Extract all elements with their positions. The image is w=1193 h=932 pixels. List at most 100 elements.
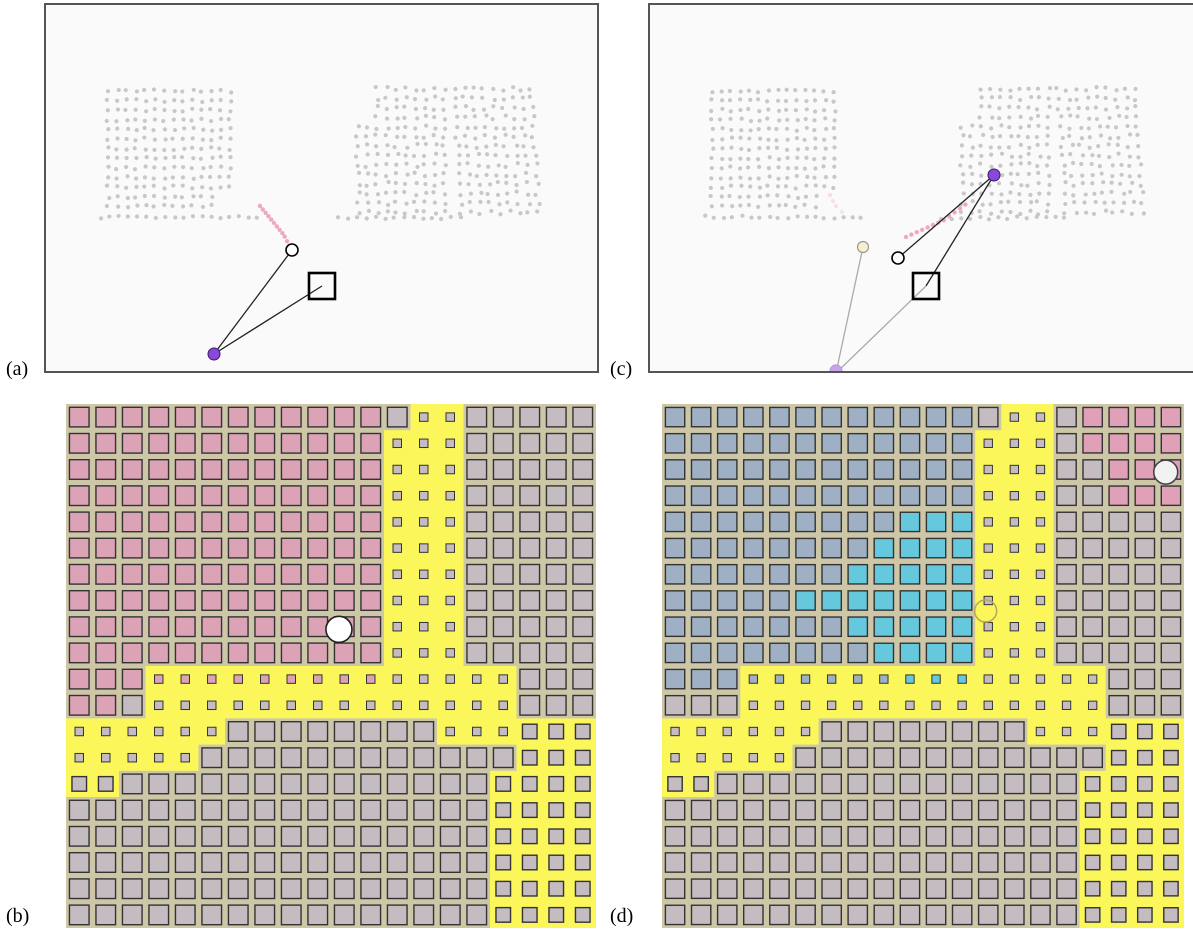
grid-cell[interactable] <box>201 537 223 559</box>
grid-cell[interactable] <box>1110 749 1127 766</box>
grid-cell[interactable] <box>795 616 816 638</box>
grid-cell[interactable] <box>1035 569 1046 579</box>
grid-cell[interactable] <box>492 537 514 559</box>
grid-cell[interactable] <box>360 773 382 795</box>
grid-cell[interactable] <box>769 537 790 559</box>
grid-cell[interactable] <box>148 851 170 874</box>
grid-cell[interactable] <box>439 773 461 795</box>
grid-cell[interactable] <box>307 642 329 664</box>
grid-cell[interactable] <box>716 825 738 847</box>
grid-cell[interactable] <box>1009 464 1020 475</box>
grid-cell[interactable] <box>951 904 973 926</box>
grid-cell[interactable] <box>1035 491 1046 501</box>
grid-cell[interactable] <box>899 511 921 533</box>
grid-cell[interactable] <box>68 563 90 585</box>
grid-cell[interactable] <box>148 878 170 900</box>
grid-cell[interactable] <box>68 589 90 612</box>
grid-cell[interactable] <box>795 432 816 454</box>
grid-cell[interactable] <box>742 590 764 611</box>
grid-cell[interactable] <box>174 432 196 454</box>
grid-cell[interactable] <box>1056 616 1077 638</box>
grid-cell[interactable] <box>392 648 402 658</box>
grid-cell[interactable] <box>664 459 686 480</box>
grid-cell[interactable] <box>413 878 435 900</box>
grid-cell[interactable] <box>466 825 488 847</box>
grid-cell[interactable] <box>847 852 869 873</box>
grid-cell[interactable] <box>254 458 276 481</box>
grid-cell[interactable] <box>951 721 973 742</box>
grid-cell[interactable] <box>307 878 329 900</box>
grid-cell[interactable] <box>174 511 196 533</box>
grid-cell[interactable] <box>1136 749 1153 766</box>
grid-cell[interactable] <box>1009 543 1020 553</box>
grid-cell[interactable] <box>492 589 514 612</box>
grid-cell[interactable] <box>899 616 921 638</box>
grid-cell[interactable] <box>419 543 429 553</box>
grid-cell[interactable] <box>690 852 712 873</box>
grid-cell[interactable] <box>742 642 764 664</box>
grid-cell[interactable] <box>769 642 790 664</box>
grid-cell[interactable] <box>1082 432 1104 454</box>
grid-cell[interactable] <box>742 563 764 585</box>
grid-cell[interactable] <box>548 775 565 792</box>
grid-cell[interactable] <box>1087 700 1098 710</box>
grid-cell[interactable] <box>445 621 455 632</box>
grid-cell[interactable] <box>795 878 816 900</box>
grid-cell[interactable] <box>983 491 993 501</box>
grid-cell[interactable] <box>1110 907 1127 923</box>
grid-cell[interactable] <box>1056 432 1077 454</box>
grid-cell[interactable] <box>95 563 117 585</box>
grid-cell[interactable] <box>951 590 973 611</box>
grid-cell[interactable] <box>983 543 993 553</box>
grid-cell[interactable] <box>121 694 143 716</box>
grid-cell[interactable] <box>548 802 565 819</box>
grid-cell[interactable] <box>95 878 117 900</box>
grid-cell[interactable] <box>873 642 895 664</box>
grid-cell[interactable] <box>280 485 302 507</box>
grid-cell[interactable] <box>664 799 686 821</box>
grid-cell[interactable] <box>280 720 302 743</box>
purple-dot-icon[interactable] <box>207 347 221 361</box>
grid-cell[interactable] <box>1009 438 1020 448</box>
grid-cell[interactable] <box>1009 700 1020 710</box>
grid-cell[interactable] <box>260 700 270 711</box>
grid-cell[interactable] <box>466 406 488 428</box>
grid-cell[interactable] <box>742 459 764 480</box>
grid-cell[interactable] <box>1136 854 1153 871</box>
grid-cell[interactable] <box>1082 511 1104 533</box>
grid-cell[interactable] <box>873 432 895 454</box>
grid-cell[interactable] <box>254 537 276 559</box>
grid-cell[interactable] <box>769 511 790 533</box>
grid-cell[interactable] <box>121 642 143 664</box>
grid-cell[interactable] <box>1084 880 1101 897</box>
grid-cell[interactable] <box>664 642 686 664</box>
grid-cell[interactable] <box>154 752 164 763</box>
grid-cell[interactable] <box>1082 590 1104 611</box>
grid-cell[interactable] <box>847 878 869 900</box>
grid-cell[interactable] <box>95 432 117 454</box>
grid-cell[interactable] <box>795 825 816 847</box>
grid-cell[interactable] <box>227 589 249 612</box>
grid-cell[interactable] <box>664 511 686 533</box>
grid-cell[interactable] <box>1160 590 1182 611</box>
grid-cell[interactable] <box>951 485 973 507</box>
grid-cell[interactable] <box>977 852 999 873</box>
grid-cell[interactable] <box>1134 590 1156 611</box>
grid-cell[interactable] <box>148 511 170 533</box>
grid-cell[interactable] <box>1009 569 1020 579</box>
grid-cell[interactable] <box>1082 459 1104 480</box>
grid-cell[interactable] <box>95 616 117 638</box>
grid-cell[interactable] <box>286 674 296 684</box>
grid-cell[interactable] <box>280 799 302 821</box>
grid-cell[interactable] <box>742 825 764 847</box>
grid-cell[interactable] <box>1110 854 1127 871</box>
grid-cell[interactable] <box>466 432 488 454</box>
grid-cell[interactable] <box>1082 537 1104 559</box>
grid-cell[interactable] <box>466 747 488 769</box>
grid-cell[interactable] <box>492 511 514 533</box>
grid-cell[interactable] <box>1003 878 1025 900</box>
circle-icon[interactable] <box>285 243 299 257</box>
grid-cell[interactable] <box>392 595 402 606</box>
white-circle-icon[interactable] <box>325 615 353 644</box>
grid-cell[interactable] <box>1134 537 1156 559</box>
